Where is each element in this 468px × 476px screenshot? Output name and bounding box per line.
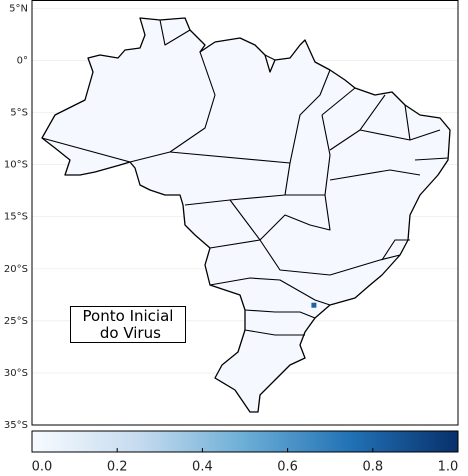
state-border (244, 309, 316, 319)
y-tick-label: 30°S (4, 368, 28, 379)
y-tick-label: 35°S (4, 420, 28, 431)
colorbar-tick-label: 0.8 (362, 460, 383, 475)
y-tick-label: 15°S (4, 212, 28, 223)
virus-origin-point (311, 302, 317, 308)
brazil-outline (41, 17, 451, 413)
colorbar-tick-label: 0.0 (32, 460, 53, 475)
state-border (264, 54, 276, 61)
colorbar-tick-label: 0.6 (277, 460, 298, 475)
state-border (404, 104, 411, 141)
state-border (259, 194, 331, 241)
state-border (159, 19, 191, 46)
state-border (329, 169, 421, 181)
state-border (381, 239, 410, 261)
y-tick-label: 25°S (4, 316, 28, 327)
y-tick-label: 5°S (10, 108, 28, 119)
state-border (259, 239, 401, 276)
colorbar-tick-label: 0.2 (107, 460, 128, 475)
state-border (129, 51, 216, 163)
state-border (284, 69, 331, 196)
state-borders (41, 19, 449, 336)
y-tick-label: 20°S (4, 264, 28, 275)
annotation: Ponto Inicial do Virus (70, 306, 186, 343)
state-border (41, 137, 131, 163)
state-border (169, 151, 291, 164)
y-tick-label: 0° (17, 55, 28, 66)
state-border (321, 87, 356, 116)
colorbar (31, 430, 459, 453)
colorbar-tick-label: 1.0 (438, 460, 459, 475)
state-border (209, 277, 331, 306)
state-border (414, 157, 449, 161)
y-tick-label: 5°N (9, 3, 28, 14)
plot-frame (31, 0, 459, 426)
colorbar-tick-label: 0.4 (192, 460, 213, 475)
state-border (244, 329, 305, 336)
y-tick-label: 10°S (4, 160, 28, 171)
